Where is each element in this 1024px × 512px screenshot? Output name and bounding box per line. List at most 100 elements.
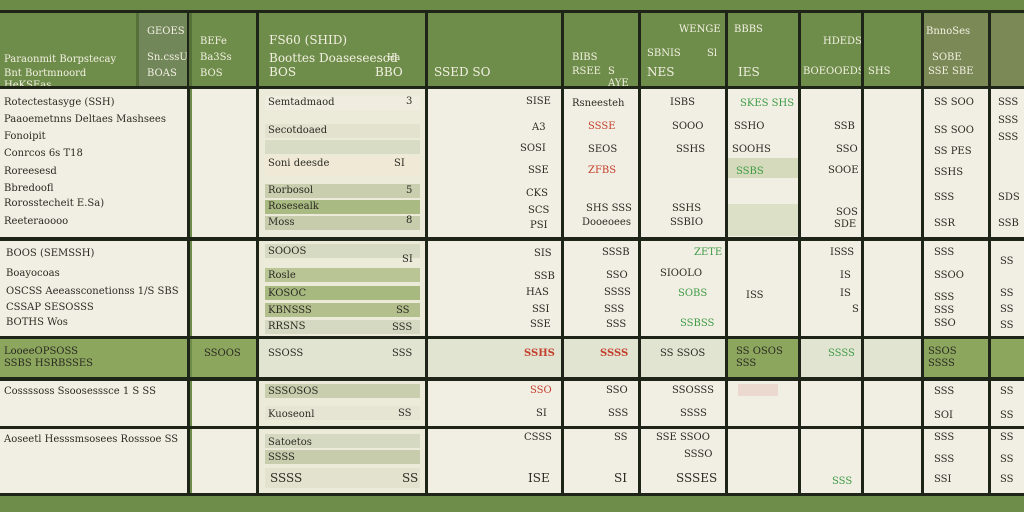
g5-c5-cell[interactable] [428, 429, 561, 493]
header-cell-11[interactable]: BnnoSes SOBE SSE SBE [924, 14, 988, 86]
header-cell-2[interactable]: GEOES Sn.cssUE BOAS [139, 14, 189, 86]
g1-c8-1: SKES SHS [740, 98, 795, 109]
g2-c5-4: SSI [532, 304, 550, 315]
g2-c6-cell[interactable] [564, 241, 638, 336]
g1-c6-6: Dooeoees [582, 217, 631, 228]
g2-c12-1: SS [1000, 256, 1014, 267]
g5-c9-cell[interactable] [801, 429, 861, 493]
g5-c6-cell[interactable] [564, 429, 638, 493]
header-7-line3: NES [647, 65, 675, 79]
header-cell-4[interactable]: FS60 (SHID) Boottes Doaseseesod BOS Ha B… [259, 14, 425, 86]
g1-c11-3: SS PES [934, 146, 972, 157]
g4-c7-1: SSOSSS [672, 385, 714, 396]
g1-label-4: Rorbosol [268, 185, 314, 196]
g2-c10-cell[interactable] [864, 241, 921, 336]
g2-c3-cell[interactable] [192, 241, 256, 336]
g3-c6-cell[interactable] [564, 339, 638, 377]
header-cell-8[interactable]: BBBS IES [728, 14, 798, 86]
g5-c11-cell[interactable] [924, 429, 988, 493]
g1-c6-1: Rsneesteh [572, 98, 625, 109]
bar [265, 140, 420, 154]
g1-c8-cell[interactable] [728, 89, 798, 237]
bar [265, 406, 420, 420]
g3-c3-cell[interactable] [192, 339, 256, 377]
g5-c8-cell[interactable] [728, 429, 798, 493]
g4-c5-1: SSO [530, 385, 552, 396]
g2-c5-3: HAS [526, 287, 549, 298]
grid-line [0, 86, 1024, 89]
g2-c7-2: SIOOLO [660, 268, 703, 279]
g5-label-cell[interactable] [0, 429, 187, 493]
g1-c6-cell[interactable] [564, 89, 638, 237]
g1-c8-4: SSBS [736, 166, 764, 177]
g2-c9-1: ISSS [830, 247, 855, 258]
g1-c5-4: SSE [528, 165, 549, 176]
g2-c5-2: SSB [534, 271, 555, 282]
g2-c12-cell[interactable] [991, 241, 1024, 336]
g3-c4-cell[interactable] [259, 339, 425, 377]
g1-label-5: Rosesealk [268, 201, 319, 212]
header-2-line3: BOAS [147, 68, 177, 79]
g3-c8-cell[interactable] [728, 339, 798, 377]
g4-c5-cell[interactable] [428, 381, 561, 426]
g3-label-cell[interactable] [0, 339, 187, 377]
g3-v1: SSS [392, 348, 413, 359]
g3-c12-cell[interactable] [991, 339, 1024, 377]
g2-label-cell[interactable] [0, 241, 187, 336]
g2-c7-cell[interactable] [641, 241, 725, 336]
g3-c5-cell[interactable] [428, 339, 561, 377]
g2-c5-5: SSE [530, 319, 551, 330]
g3-c10-cell[interactable] [864, 339, 921, 377]
g4-c6-cell[interactable] [564, 381, 638, 426]
g3-left-3: SSOOS [204, 348, 241, 359]
g1-label-cell[interactable] [0, 89, 187, 237]
g1-c11-2: SS SOO [934, 125, 974, 136]
g4-c11-cell[interactable] [924, 381, 988, 426]
g1-c11-cell[interactable] [924, 89, 988, 237]
g1-c5-cell[interactable] [428, 89, 561, 237]
g3-c11-cell[interactable] [924, 339, 988, 377]
g2-c12-3: SS [1000, 304, 1014, 315]
g5-c3-cell[interactable] [192, 429, 256, 493]
header-cell-7[interactable]: WENGE SBNIS NES Sl [641, 14, 725, 86]
header-7-line1: WENGE [679, 24, 721, 35]
g5-c5-1: CSSS [524, 432, 552, 443]
header-cell-5[interactable]: SSED SO [428, 14, 561, 86]
g1-v1-4: 5 [406, 185, 413, 196]
g5-c10-cell[interactable] [864, 429, 921, 493]
header-cell-9[interactable]: HDEDS BOEOOEDS [801, 14, 861, 86]
header-cell-6[interactable]: BIBS RSEE S AYE [564, 14, 638, 86]
g4-c12-cell[interactable] [991, 381, 1024, 426]
grid-line [0, 237, 1024, 241]
g3-c7-cell[interactable] [641, 339, 725, 377]
g4-left: Cossssoss Ssoosesssce 1 S SS [4, 386, 156, 397]
g1-c10-cell[interactable] [864, 89, 921, 237]
g4-c9-cell[interactable] [801, 381, 861, 426]
g1-left-6: Bbredoofl [4, 183, 54, 194]
g2-c11-cell[interactable] [924, 241, 988, 336]
header-cell-10[interactable]: SHS [864, 14, 921, 86]
g5-c12-cell[interactable] [991, 429, 1024, 493]
g2-c9-cell[interactable] [801, 241, 861, 336]
g5-c7-cell[interactable] [641, 429, 725, 493]
header-cell-12[interactable] [991, 14, 1024, 86]
g4-c10-cell[interactable] [864, 381, 921, 426]
g4-label-2: Kuoseonl [268, 409, 315, 420]
g3-c9-cell[interactable] [801, 339, 861, 377]
g4-c7-cell[interactable] [641, 381, 725, 426]
g1-c9-cell[interactable] [801, 89, 861, 237]
g5-c7-1: SSE SSOO [656, 432, 710, 443]
g1-c12-cell[interactable] [991, 89, 1024, 237]
g1-c3-cell[interactable] [192, 89, 256, 237]
g4-label-cell[interactable] [0, 381, 187, 426]
g3-label: SSOSS [268, 348, 304, 359]
g1-c7-cell[interactable] [641, 89, 725, 237]
highlight [728, 204, 798, 236]
header-cell-1[interactable]: Paraonmit Borpstecay Bnt Bortmnoord HeKS… [0, 14, 136, 86]
header-cell-3[interactable]: BEFe Ba3Ss BOS [192, 14, 256, 86]
g2-c8-cell[interactable] [728, 241, 798, 336]
g2-c5-cell[interactable] [428, 241, 561, 336]
g3-c11-1: SSOS [928, 346, 957, 357]
grid-line [0, 336, 1024, 339]
g4-c3-cell[interactable] [192, 381, 256, 426]
